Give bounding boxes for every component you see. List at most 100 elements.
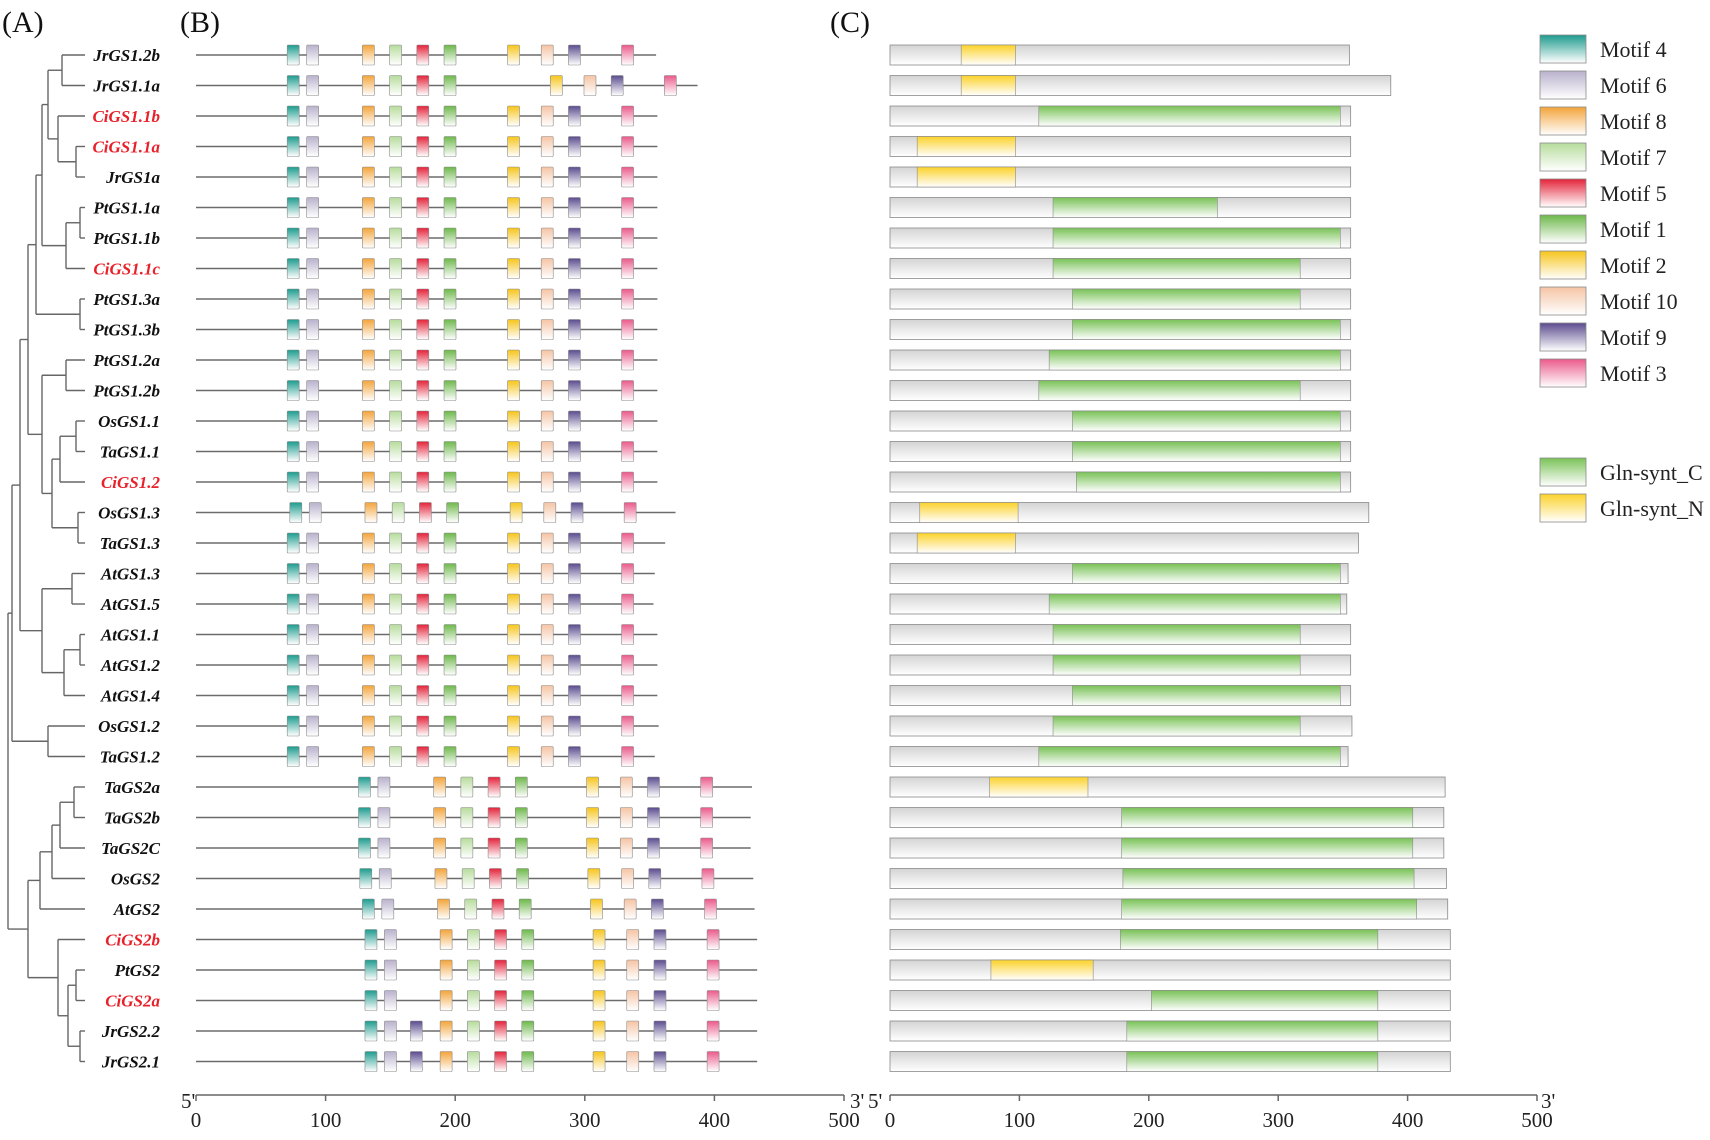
motif-4-box: [364, 929, 378, 950]
motif-7-box: [389, 441, 402, 462]
motif-5-box: [416, 715, 430, 737]
motif-1-box: [446, 502, 459, 523]
motif-2-box: [592, 959, 606, 981]
gene-label-atgs2: AtGS2: [113, 900, 161, 919]
motif-row-tags2c: [196, 837, 751, 859]
domain-row-ptgs1-2b: [889, 380, 1352, 401]
motif-row-cigs2a: [196, 990, 758, 1011]
motif-6-box: [308, 502, 322, 523]
motif-2-box: [507, 654, 520, 676]
domain-row-atgs1-5: [889, 593, 1348, 615]
domain-row-atgs1-2: [889, 654, 1352, 676]
domain-row-jrgs1-2b: [889, 44, 1350, 66]
motif-1-box: [443, 227, 457, 249]
gene-label-osgs2: OsGS2: [111, 870, 161, 889]
domain-row-osgs1-3: [889, 502, 1370, 523]
motif-row-cigs1-1b: [196, 105, 658, 127]
motif-1-box: [443, 319, 457, 340]
motif-9-box: [568, 288, 581, 310]
motif-row-jrgs1-2b: [196, 44, 657, 66]
gln-synt-c-domain: [1072, 288, 1301, 310]
motif-7-box: [467, 1020, 480, 1042]
motif-1-box: [514, 807, 528, 828]
legend-label-motif-4: Motif 4: [1600, 37, 1667, 62]
domain-row-jrgs2-2: [889, 1020, 1451, 1042]
motif-6-box: [381, 898, 395, 920]
motif-9-box: [568, 471, 581, 493]
motif-5-box: [416, 166, 430, 188]
legend-label-motif-9: Motif 9: [1600, 325, 1667, 350]
motif-1-box: [521, 1020, 535, 1042]
domain-row-cigs1-1a: [889, 136, 1352, 157]
motif-6-box: [306, 197, 319, 218]
motif-5-box: [494, 959, 507, 981]
motif-7-box: [389, 288, 402, 310]
motif-9-box: [568, 197, 581, 218]
motif-8-box: [362, 258, 375, 279]
motif-5-box: [416, 105, 430, 127]
motif-2-box: [507, 227, 520, 249]
motif-row-atgs1-5: [196, 593, 654, 615]
motif-9-box: [410, 1051, 423, 1072]
motif-axis-3prime: 3': [850, 1089, 864, 1113]
motif-8-box: [437, 898, 450, 920]
motif-1-box: [521, 990, 535, 1011]
motif-9-box: [653, 929, 667, 950]
gln-synt-c-domain: [1052, 654, 1301, 676]
legend-swatch-gln-synt-n: [1539, 493, 1587, 523]
motif-3-box: [706, 1020, 720, 1042]
motif-3-box: [704, 898, 717, 920]
domain-row-cigs2b: [889, 929, 1451, 950]
motif-5-box: [494, 929, 507, 950]
motif-10-box: [583, 75, 597, 96]
motif-4-box: [364, 990, 378, 1011]
motif-3-box: [621, 746, 634, 767]
motif-10-box: [626, 929, 640, 950]
motif-8-box: [362, 532, 375, 554]
gln-synt-c-domain: [1052, 227, 1341, 249]
motif-4-box: [364, 1020, 378, 1042]
motif-row-jrgs2-2: [196, 1020, 758, 1042]
gene-label-tags2a: TaGS2a: [104, 778, 161, 797]
motif-9-box: [410, 1020, 423, 1042]
gln-synt-c-domain: [1121, 898, 1417, 920]
motif-5-box: [416, 654, 430, 676]
motif-2-box: [587, 868, 601, 889]
motif-row-tags1-3: [196, 532, 666, 554]
motif-6-box: [378, 868, 392, 889]
motif-row-ptgs1-2a: [196, 349, 658, 371]
legend: Motif 4 Motif 6 Motif 8 Motif 7 Motif 5 Motif…: [1539, 34, 1704, 523]
motif-4-box: [286, 227, 300, 249]
gene-label-osgs1-1: OsGS1.1: [98, 412, 160, 431]
gln-synt-n-domain: [990, 959, 1094, 981]
motif-2-box: [509, 502, 523, 523]
motif-axis-tick-label-400: 400: [699, 1108, 731, 1132]
domain-row-ptgs1-2a: [889, 349, 1352, 371]
gln-synt-c-domain: [1120, 929, 1379, 950]
motif-10-box: [540, 105, 554, 127]
domain-row-atgs1-4: [889, 685, 1352, 706]
motif-1-box: [443, 715, 457, 737]
gene-label-atgs1-1: AtGS1.1: [100, 626, 160, 645]
motif-10-box: [540, 380, 554, 401]
motif-row-ptgs1-1a: [196, 197, 658, 218]
motif-7-box: [464, 898, 478, 920]
motif-1-box: [443, 441, 457, 462]
motif-2-box: [592, 1051, 606, 1072]
gene-label-atgs1-3: AtGS1.3: [100, 565, 161, 584]
domain-axis-5prime: 5': [868, 1089, 882, 1113]
motif-2-box: [592, 990, 606, 1011]
motif-2-box: [507, 349, 520, 371]
motif-8-box: [362, 136, 375, 157]
domain-axis-tick-label-0: 0: [885, 1108, 896, 1132]
motif-6-box: [306, 441, 319, 462]
gln-synt-c-domain: [1126, 1020, 1379, 1042]
motif-6-box: [384, 959, 397, 981]
motif-5-box: [489, 868, 502, 889]
gln-synt-n-domain: [960, 44, 1016, 66]
motif-7-box: [389, 532, 402, 554]
domain-row-tags1-1: [889, 441, 1352, 462]
domain-panel: [889, 44, 1451, 1072]
motif-5-box: [416, 227, 430, 249]
motif-6-box: [306, 685, 319, 706]
